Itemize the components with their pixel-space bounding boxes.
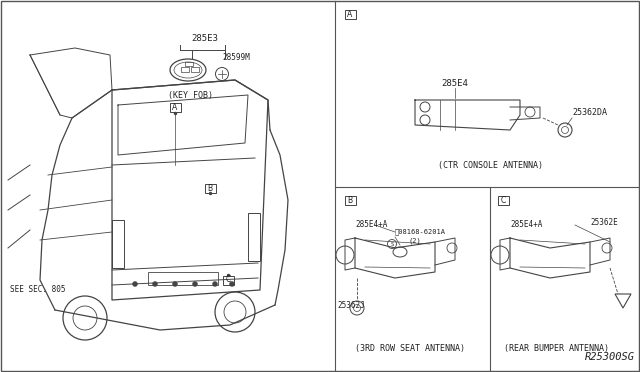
Circle shape: [173, 282, 177, 286]
Text: (REAR BUMPER ANTENNA): (REAR BUMPER ANTENNA): [504, 343, 609, 353]
Bar: [148, 272, 218, 285]
Text: (KEY FOB): (KEY FOB): [168, 90, 212, 99]
Bar: [185, 62, 193, 66]
Text: Ⓝ08168-6201A: Ⓝ08168-6201A: [395, 229, 446, 235]
Text: 285E4+A: 285E4+A: [355, 219, 387, 228]
Bar: [112, 220, 124, 268]
Text: A: A: [348, 10, 353, 19]
Bar: [181, 67, 189, 72]
Text: (2): (2): [408, 238, 420, 244]
Text: 25362J: 25362J: [337, 301, 365, 310]
Bar: [497, 196, 509, 205]
Bar: [170, 103, 180, 112]
Circle shape: [152, 282, 157, 286]
Circle shape: [132, 282, 138, 286]
Text: S: S: [390, 241, 394, 247]
Text: C: C: [225, 276, 230, 285]
Text: (3RD ROW SEAT ANTENNA): (3RD ROW SEAT ANTENNA): [355, 343, 465, 353]
Circle shape: [212, 282, 218, 286]
Text: R25300SG: R25300SG: [585, 352, 635, 362]
Bar: [344, 10, 355, 19]
Bar: [248, 213, 260, 261]
Text: (CTR CONSOLE ANTENNA): (CTR CONSOLE ANTENNA): [438, 160, 543, 170]
Text: B: B: [207, 183, 212, 192]
Text: 28599M: 28599M: [222, 52, 250, 61]
Text: A: A: [172, 103, 178, 112]
Text: 285E4: 285E4: [442, 78, 468, 87]
Bar: [223, 276, 234, 285]
Circle shape: [193, 282, 198, 286]
Circle shape: [230, 282, 234, 286]
Bar: [344, 196, 355, 205]
Text: B: B: [348, 196, 353, 205]
Text: C: C: [500, 196, 506, 205]
Text: 285E3: 285E3: [191, 33, 218, 42]
Text: 285E4+A: 285E4+A: [510, 219, 542, 228]
Text: 25362E: 25362E: [590, 218, 618, 227]
Text: 25362DA: 25362DA: [572, 108, 607, 116]
Text: SEE SEC. 805: SEE SEC. 805: [10, 285, 65, 295]
Bar: [205, 183, 216, 192]
Bar: [191, 67, 199, 72]
